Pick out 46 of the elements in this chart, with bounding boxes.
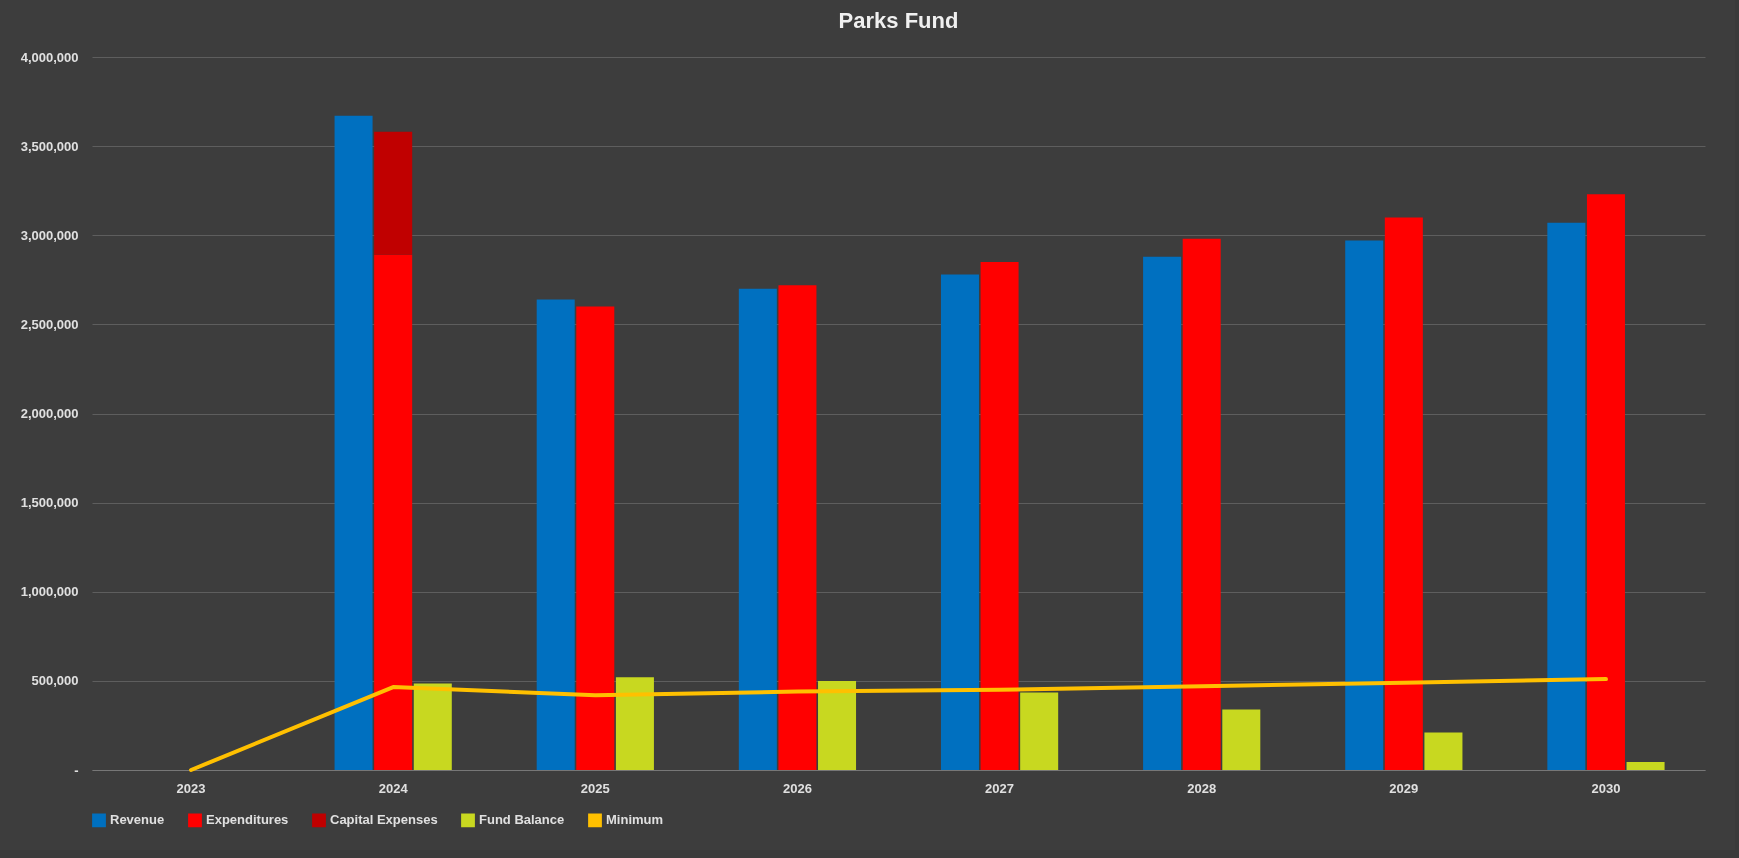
legend-label: Minimum — [606, 812, 664, 828]
bar — [1626, 761, 1665, 770]
bar — [1345, 240, 1384, 770]
bar — [1222, 709, 1261, 770]
bar — [576, 306, 615, 770]
bar — [1182, 238, 1221, 770]
x-tick-label: 2023 — [176, 780, 206, 796]
bar — [374, 131, 413, 255]
y-tick-label: 2,000,000 — [20, 406, 79, 421]
x-tick-label: 2025 — [580, 780, 610, 796]
x-tick-label: 2024 — [378, 780, 409, 796]
bar — [1384, 217, 1423, 770]
y-tick-label: - — [74, 762, 79, 778]
bar — [615, 677, 654, 770]
x-tick-label: 2028 — [1187, 780, 1217, 796]
bar — [940, 274, 979, 770]
bar — [536, 299, 575, 770]
line-series — [189, 677, 1608, 772]
x-tick-label: 2030 — [1591, 780, 1621, 796]
bar — [1586, 194, 1625, 770]
legend-label: Revenue — [110, 812, 165, 828]
bar — [413, 683, 452, 770]
y-tick-label: 4,000,000 — [20, 49, 79, 65]
bar — [980, 261, 1019, 770]
legend-label: Fund Balance — [479, 812, 565, 828]
bar — [334, 115, 373, 770]
bar — [1547, 222, 1586, 770]
y-tick-label: 2,500,000 — [20, 316, 79, 332]
legend-label: Expenditures — [206, 812, 289, 828]
bar — [1143, 256, 1182, 770]
legend-label: Capital Expenses — [330, 812, 438, 828]
chart-title: Parks Fund — [838, 8, 959, 33]
x-tick-label: 2029 — [1389, 780, 1419, 796]
bar — [1020, 692, 1059, 770]
bar — [1424, 732, 1463, 770]
y-tick-label: 3,000,000 — [20, 227, 79, 243]
y-tick-label: 3,500,000 — [20, 138, 79, 154]
x-tick-label: 2027 — [985, 780, 1015, 796]
bar — [818, 680, 857, 770]
x-tick-label: 2026 — [782, 780, 812, 796]
y-tick-label: 1,000,000 — [20, 584, 79, 600]
bar — [374, 254, 413, 770]
y-tick-label: 1,500,000 — [20, 495, 79, 511]
y-tick-label: 500,000 — [31, 673, 79, 689]
bar — [738, 288, 777, 770]
bar — [778, 285, 817, 770]
